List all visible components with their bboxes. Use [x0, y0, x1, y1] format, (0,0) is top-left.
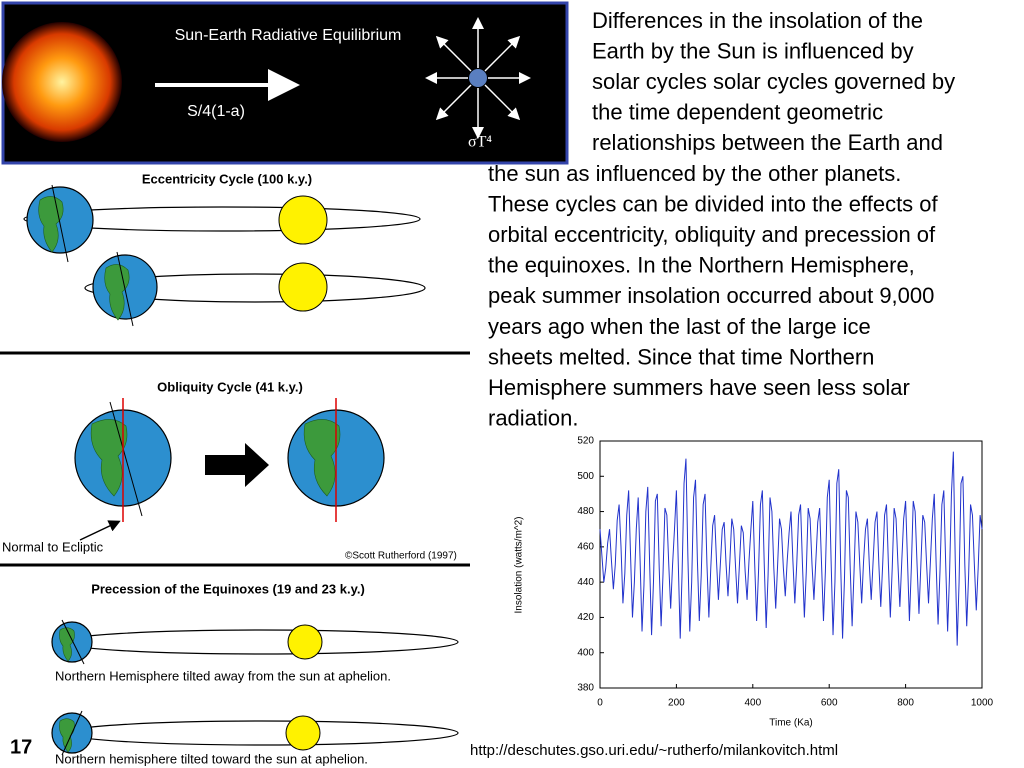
toward-caption: Northern hemisphere tilted toward the su… [55, 751, 368, 766]
paragraph-line: the equinoxes. In the Northern Hemispher… [488, 253, 915, 278]
precession-diagram [51, 619, 459, 756]
y-axis-label: Insolation (watts/m^2) [514, 517, 525, 614]
x-tick-label: 600 [821, 698, 838, 709]
flux-out: σT⁴ [468, 134, 492, 151]
paragraph-line: relationships between the Earth and [592, 130, 943, 155]
paragraph-line: radiation. [488, 406, 579, 431]
slide-number: 17 [10, 736, 32, 758]
plot-frame [599, 440, 983, 689]
x-tick-label: 400 [744, 698, 761, 709]
equilibrium-panel [1, 1, 569, 165]
paragraph: Differences in the insolation of the Eart… [488, 8, 955, 431]
panel-title: Sun-Earth Radiative Equilibrium [175, 27, 402, 44]
eccentricity-diagram [23, 184, 426, 327]
obliquity-diagram [74, 398, 385, 541]
paragraph-line: the time dependent geometric [592, 100, 883, 125]
paragraph-line: Earth by the Sun is influenced by [592, 38, 914, 63]
paragraph-line: sheets melted. Since that time Northern [488, 344, 874, 369]
y-tick-label: 440 [577, 577, 594, 588]
flux-in: S/4(1-a) [187, 103, 245, 120]
paragraph-line: peak summer insolation occurred about 9,… [488, 283, 934, 308]
y-tick-label: 380 [577, 683, 594, 694]
paragraph-line: solar cycles solar cycles governed by [592, 69, 955, 94]
paragraph-line: Differences in the insolation of the [592, 8, 923, 33]
y-tick-label: 420 [577, 612, 594, 623]
precession-title: Precession of the Equinoxes (19 and 23 k… [91, 581, 365, 596]
insolation-line [599, 451, 983, 646]
paragraph-line: years ago when the last of the large ice [488, 314, 871, 339]
x-tick-label: 0 [597, 698, 603, 709]
eccentricity-title: Eccentricity Cycle (100 k.y.) [142, 171, 312, 186]
x-axis-label: Time (Ka) [769, 718, 813, 729]
y-tick-label: 480 [577, 506, 594, 517]
normal-label: Normal to Ecliptic [2, 539, 104, 554]
obliquity-title: Obliquity Cycle (41 k.y.) [157, 379, 303, 394]
y-tick-label: 500 [577, 471, 594, 482]
paragraph-line: Hemisphere summers have seen less solar [488, 375, 910, 400]
source-url: http://deschutes.gso.uri.edu/~rutherfo/m… [470, 742, 838, 759]
paragraph-line: These cycles can be divided into the eff… [488, 191, 939, 216]
paragraph-line: orbital eccentricity, obliquity and prec… [488, 222, 936, 247]
x-tick-label: 200 [668, 698, 685, 709]
paragraph-line: the sun as influenced by the other plane… [488, 161, 901, 186]
y-tick-label: 520 [577, 436, 594, 447]
credit: ©Scott Rutherford (1997) [345, 551, 457, 562]
away-caption: Northern Hemisphere tilted away from the… [55, 668, 391, 683]
y-tick-label: 460 [577, 541, 594, 552]
y-tick-label: 400 [577, 647, 594, 658]
insolation-chart: Time (Ka) Insolation (watts/m^2) 380 400 4… [514, 436, 994, 729]
x-tick-label: 1000 [971, 698, 994, 709]
x-tick-label: 800 [897, 698, 914, 709]
